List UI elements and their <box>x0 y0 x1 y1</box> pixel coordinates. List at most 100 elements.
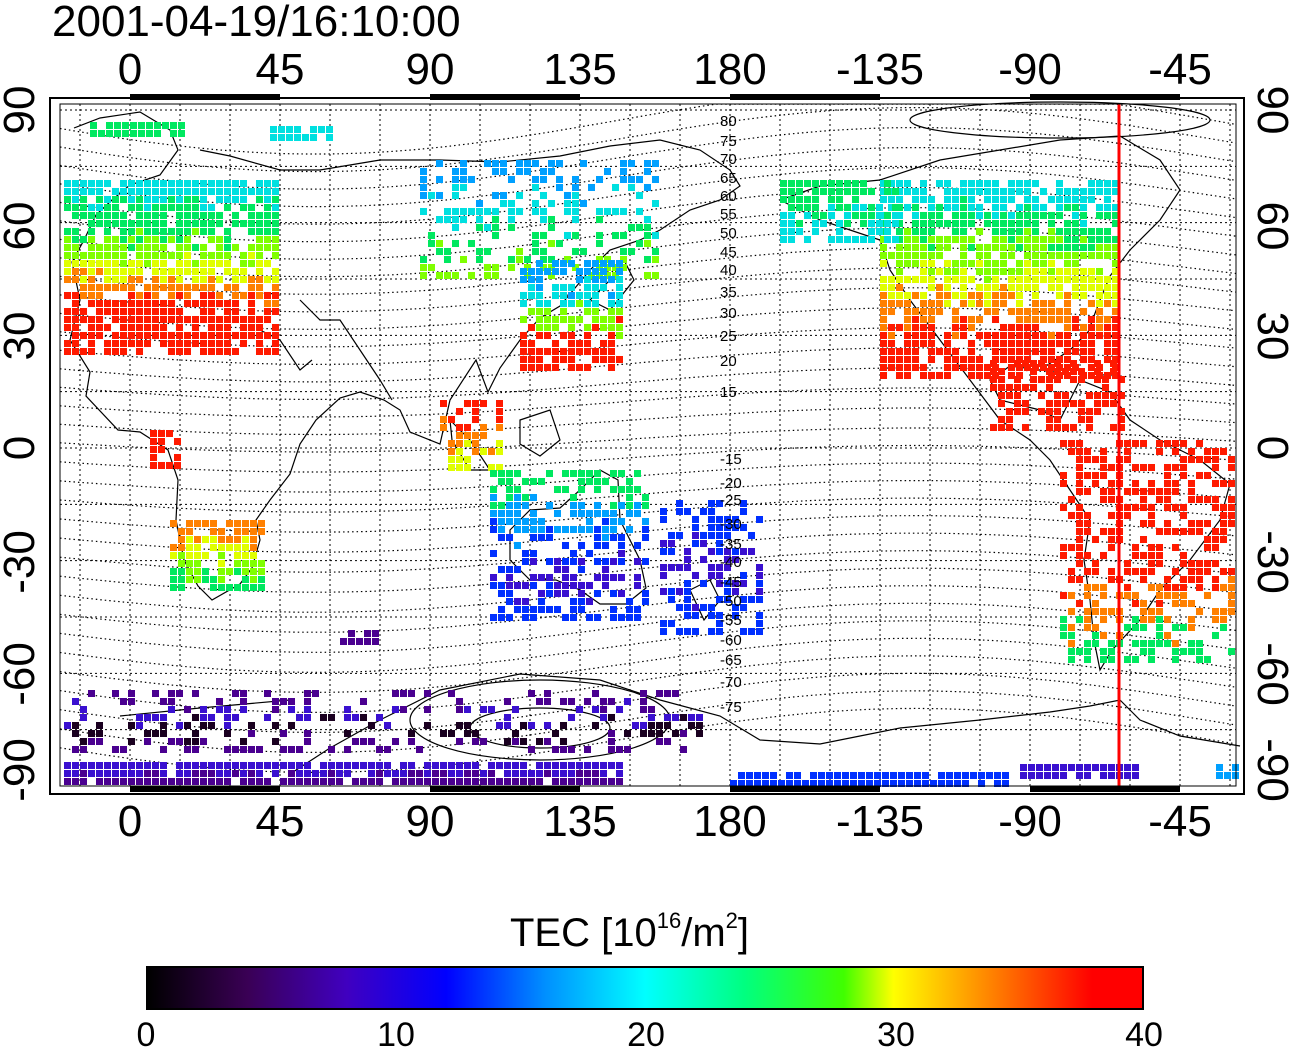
tec-cell <box>288 706 295 713</box>
tec-cell <box>998 368 1005 375</box>
tec-cell <box>232 316 239 323</box>
tec-cell <box>596 232 603 239</box>
tec-cell <box>80 276 87 283</box>
tec-cell <box>860 180 867 187</box>
tec-cell <box>240 698 247 705</box>
tec-cell <box>216 220 223 227</box>
tec-cell <box>264 714 271 721</box>
tec-cell <box>64 778 71 785</box>
tec-cell <box>114 122 121 129</box>
tec-cell <box>528 340 535 347</box>
tec-cell <box>456 448 463 455</box>
tec-cell <box>544 324 551 331</box>
tec-cell <box>664 722 671 729</box>
tec-cell <box>340 638 347 645</box>
tec-cell <box>788 228 795 235</box>
tec-cell <box>586 510 593 517</box>
tec-cell <box>1140 616 1147 623</box>
tec-cell <box>560 770 567 777</box>
tec-cell <box>258 576 265 583</box>
tec-cell <box>1092 640 1099 647</box>
tec-cell <box>636 176 643 183</box>
tec-cell <box>788 236 795 243</box>
tec-cell <box>202 576 209 583</box>
tec-cell <box>928 244 935 251</box>
tec-cell <box>700 604 707 611</box>
tec-cell <box>1118 408 1125 415</box>
tec-cell <box>1096 324 1103 331</box>
tec-cell <box>880 220 887 227</box>
tec-cell <box>88 180 95 187</box>
tec-cell <box>828 180 835 187</box>
tec-cell <box>1108 528 1115 535</box>
tec-cell <box>384 770 391 777</box>
tec-cell <box>416 770 423 777</box>
tec-cell <box>1040 348 1047 355</box>
tec-cell <box>990 360 997 367</box>
tec-cell <box>1032 332 1039 339</box>
tec-cell <box>756 596 763 603</box>
tec-cell <box>1108 536 1115 543</box>
tec-cell <box>532 248 539 255</box>
tec-cell <box>250 552 257 559</box>
tec-cell <box>208 308 215 315</box>
tec-cell <box>984 188 991 195</box>
contour-label: -75 <box>720 699 742 716</box>
tec-cell <box>880 196 887 203</box>
tec-cell <box>1032 212 1039 219</box>
tec-cell <box>104 348 111 355</box>
tec-cell <box>818 772 825 779</box>
tec-cell <box>544 308 551 315</box>
tec-cell <box>708 532 715 539</box>
tec-cell <box>564 208 571 215</box>
tec-cell <box>968 196 975 203</box>
tec-cell <box>730 780 737 787</box>
tec-cell <box>400 778 407 785</box>
tec-cell <box>224 316 231 323</box>
tec-cell <box>514 494 521 501</box>
tec-cell <box>544 762 551 769</box>
tec-cell <box>208 324 215 331</box>
tec-cell <box>1040 300 1047 307</box>
tec-cell <box>1180 584 1187 591</box>
tec-cell <box>912 324 919 331</box>
tec-cell <box>136 196 143 203</box>
tec-cell <box>528 268 535 275</box>
tec-cell <box>1024 244 1031 251</box>
tec-cell <box>1112 340 1119 347</box>
tec-cell <box>536 316 543 323</box>
tec-cell <box>328 770 335 777</box>
tec-cell <box>688 714 695 721</box>
bottom-tick-180: 180 <box>693 797 767 846</box>
tec-cell <box>716 532 723 539</box>
tec-cell <box>608 778 615 785</box>
tec-cell <box>1088 356 1095 363</box>
tec-cell <box>272 284 279 291</box>
tec-cell <box>464 706 471 713</box>
tec-cell <box>960 244 967 251</box>
tec-cell <box>548 168 555 175</box>
tec-cell <box>176 196 183 203</box>
tec-cell <box>200 722 207 729</box>
tec-cell <box>920 372 927 379</box>
tec-cell <box>456 464 463 471</box>
tec-cell <box>264 260 271 267</box>
tec-cell <box>178 560 185 567</box>
tec-cell <box>618 502 625 509</box>
tec-cell <box>128 260 135 267</box>
contour-label: -60 <box>720 632 742 649</box>
tec-cell <box>192 746 199 753</box>
tec-cell <box>912 332 919 339</box>
tec-cell <box>1024 324 1031 331</box>
tec-cell <box>1204 656 1211 663</box>
tec-cell <box>1056 212 1063 219</box>
tec-cell <box>586 598 593 605</box>
tec-cell <box>740 572 747 579</box>
tec-cell <box>600 284 607 291</box>
tec-cell <box>192 778 199 785</box>
magnetic-contour <box>59 387 1237 418</box>
tec-cell <box>464 778 471 785</box>
tec-cell <box>154 130 161 137</box>
tec-cell <box>636 224 643 231</box>
tec-cell <box>612 232 619 239</box>
